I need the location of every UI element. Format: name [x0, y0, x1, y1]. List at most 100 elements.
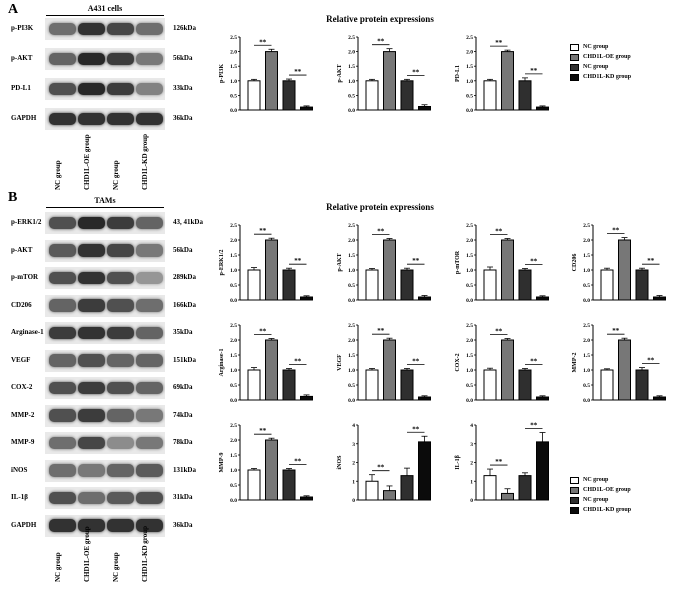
y-axis-label: MMP-9: [219, 453, 225, 473]
blot-band: [78, 299, 105, 312]
blot-band: [78, 354, 105, 367]
blot-band: [49, 22, 76, 36]
bar: [501, 339, 514, 401]
y-axis-label: COX-2: [455, 353, 461, 371]
bar: [483, 369, 497, 401]
significance-label: **: [294, 68, 302, 76]
significance-label: **: [412, 425, 420, 433]
blot-strip: [45, 78, 165, 100]
blot-band: [136, 381, 163, 395]
y-tick-label: 1.0: [230, 368, 237, 374]
blot-band: [136, 112, 163, 126]
legend-label: CHD1L-KD group: [583, 507, 632, 513]
blot-band: [107, 464, 134, 477]
blot-band: [49, 299, 76, 312]
y-tick-label: 1: [352, 479, 355, 485]
y-axis-label: p-AKT: [337, 64, 343, 82]
blot-kda: 151kDa: [173, 355, 196, 364]
blot-kda: 36kDa: [173, 114, 193, 122]
significance-label: **: [495, 328, 503, 336]
significance-label: **: [530, 358, 538, 366]
bar: [501, 51, 514, 111]
legend-label: NC group: [583, 44, 609, 50]
y-tick-label: 0.5: [230, 383, 237, 389]
bar: [265, 239, 278, 301]
y-tick-label: 2.0: [466, 50, 473, 56]
blot-band: [49, 464, 76, 477]
blot-band: [107, 409, 134, 422]
bar: [400, 80, 414, 111]
blot-band: [107, 436, 134, 450]
significance-label: **: [412, 68, 420, 76]
y-tick-label: 0.5: [583, 383, 590, 389]
significance-label: **: [530, 422, 538, 430]
y-tick-label: 0.0: [230, 108, 237, 114]
significance-label: **: [294, 257, 302, 265]
blot-strip: [45, 514, 165, 537]
y-tick-label: 0.0: [583, 398, 590, 404]
blot-strip: [45, 108, 165, 130]
y-axis-label: p-AKT: [337, 253, 343, 271]
y-axis-label: Arginase-1: [219, 349, 225, 377]
legend-swatch: [570, 43, 579, 51]
bar: [282, 369, 296, 401]
significance-label: **: [259, 427, 267, 435]
y-tick-label: 4: [352, 423, 355, 429]
panel-a-letter: A: [8, 2, 19, 17]
blot-band: [49, 244, 76, 257]
significance-label: **: [259, 227, 267, 235]
legend-label: NC group: [583, 64, 609, 70]
y-tick-label: 1.5: [348, 353, 355, 359]
y-tick-label: 0.0: [230, 498, 237, 504]
blot-kda: 35kDa: [173, 328, 193, 336]
blot-label: iNOS: [11, 465, 28, 474]
blot-strip: [45, 18, 165, 40]
y-tick-label: 2.5: [348, 323, 355, 329]
blot-band: [49, 381, 76, 395]
y-tick-label: 2.5: [466, 323, 473, 329]
y-tick-label: 2.5: [230, 223, 237, 229]
blot-label: p-AKT: [11, 54, 33, 62]
panel-b-section-title: Relative protein expressions: [326, 202, 434, 212]
y-tick-label: 1.0: [348, 79, 355, 85]
legend-label: NC group: [583, 477, 609, 483]
blot-band: [107, 244, 134, 257]
legend-swatch: [570, 73, 579, 81]
y-tick-label: 1: [470, 479, 473, 485]
blot-strip: [45, 404, 165, 427]
bar: [518, 269, 532, 301]
bar: [247, 369, 261, 401]
significance-label: **: [647, 357, 655, 365]
blot-band: [49, 112, 76, 126]
bar: [618, 339, 631, 401]
blot-band: [49, 271, 76, 285]
bar: [618, 239, 631, 301]
blot-band: [136, 519, 163, 532]
significance-label: **: [259, 38, 267, 46]
bar: [383, 51, 396, 111]
blot-kda: 78kDa: [173, 438, 193, 446]
y-tick-label: 0.0: [348, 298, 355, 304]
y-tick-label: 0.5: [230, 93, 237, 99]
blot-band: [49, 436, 76, 450]
blot-kda: 31kDa: [173, 493, 193, 501]
y-tick-label: 1.0: [230, 268, 237, 274]
panel-b-cells-label: TAMs: [46, 196, 164, 208]
significance-label: **: [530, 67, 538, 75]
blot-label: MMP-2: [11, 410, 35, 419]
blot-band: [78, 381, 105, 395]
blot-label: GAPDH: [11, 520, 37, 529]
y-tick-label: 0.0: [466, 108, 473, 114]
blot-band: [136, 82, 163, 96]
y-axis-label: p-mTOR: [455, 250, 461, 274]
y-tick-label: 0.0: [348, 108, 355, 114]
y-tick-label: 0.0: [466, 398, 473, 404]
blot-label: GAPDH: [11, 114, 37, 122]
y-axis-label: p-ERK1/2: [219, 249, 225, 275]
blot-label: p-PI3K: [11, 24, 34, 32]
significance-label: **: [530, 258, 538, 266]
blot-strip: [45, 487, 165, 509]
y-axis-label: IL-1β: [455, 455, 461, 470]
y-tick-label: 3: [470, 442, 473, 448]
blot-label: Arginase-1: [11, 328, 44, 336]
